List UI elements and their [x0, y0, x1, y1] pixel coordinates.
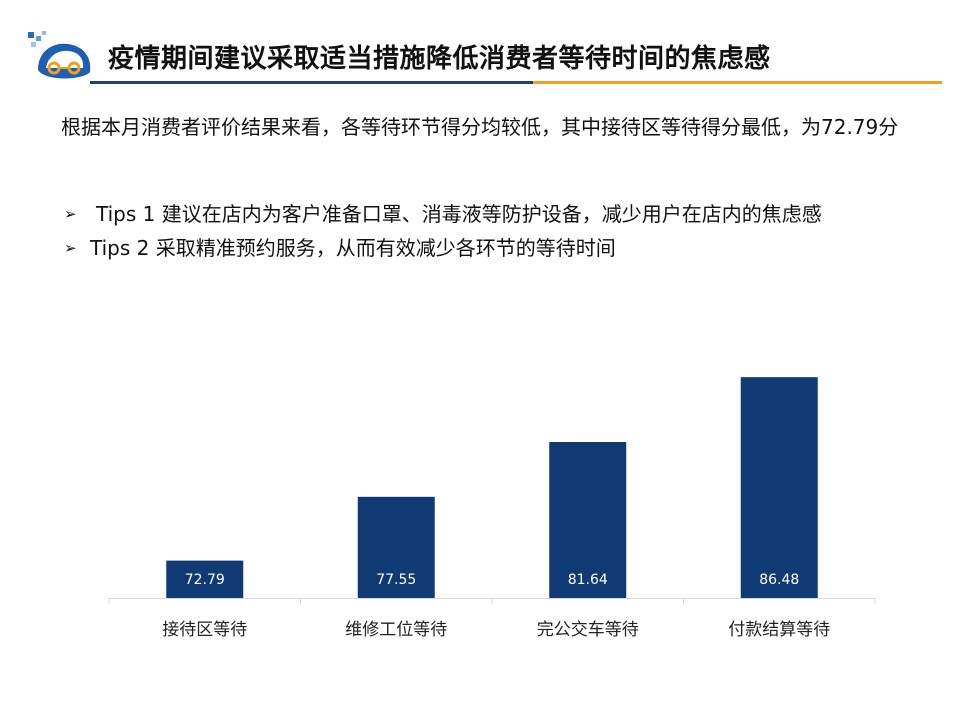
tip-item-2: ➢ Tips 2 采取精准预约服务，从而有效减少各环节的等待时间 [64, 233, 914, 263]
tips-list: ➢ Tips 1 建议在店内为客户准备口罩、消毒液等防护设备，减少用户在店内的焦… [64, 199, 914, 263]
bar [549, 442, 627, 598]
bar-value-label: 72.79 [185, 572, 225, 588]
bar-value-label: 86.48 [759, 572, 799, 588]
title-underline [90, 81, 942, 84]
tip-text-2: Tips 2 采取精准预约服务，从而有效减少各环节的等待时间 [90, 236, 616, 260]
arrow-bullet-icon: ➢ [64, 239, 77, 257]
car-logo-icon [26, 30, 96, 84]
x-tick-label: 接待区等待 [162, 620, 247, 640]
x-tick-label: 完公交车等待 [537, 620, 639, 640]
bar [166, 560, 244, 598]
bar [740, 377, 818, 598]
page-title: 疫情期间建议采取适当措施降低消费者等待时间的焦虑感 [108, 44, 771, 74]
bar-chart: 72.79 接待区等待 77.55 维修工位等待 81.64 完公交车等待 86.48 付款结… [108, 377, 876, 640]
bar-value-label: 77.55 [376, 572, 416, 588]
tip-text-1: Tips 1 建议在店内为客户准备口罩、消毒液等防护设备，减少用户在店内的焦虑感 [96, 202, 822, 226]
bar [357, 496, 435, 598]
x-tick-label: 付款结算等待 [728, 620, 830, 640]
summary-text: 根据本月消费者评价结果来看，各等待环节得分均较低，其中接待区等待得分最低，为72… [61, 115, 899, 139]
x-tick-label: 维修工位等待 [345, 620, 447, 640]
arrow-bullet-icon: ➢ [64, 205, 77, 223]
bar-value-label: 81.64 [568, 572, 608, 588]
tip-item-1: ➢ Tips 1 建议在店内为客户准备口罩、消毒液等防护设备，减少用户在店内的焦… [64, 199, 914, 229]
